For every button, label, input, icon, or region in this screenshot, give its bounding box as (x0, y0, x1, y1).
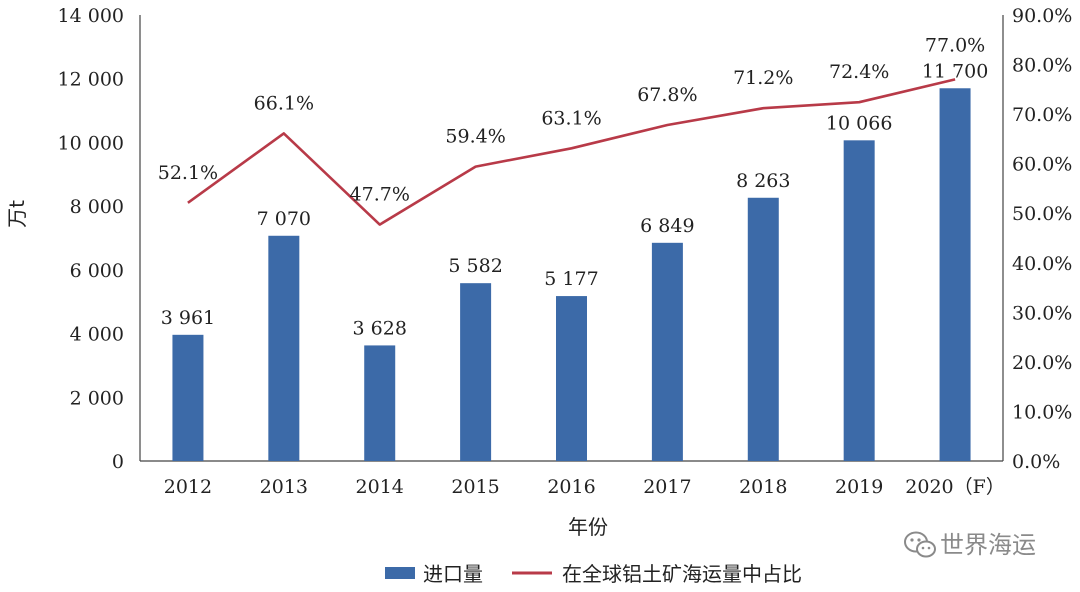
watermark-text: 世界海运 (940, 531, 1036, 559)
y-tick-label: 6 000 (70, 260, 124, 282)
right-axis-ticks: 0.0% 10.0% 20.0% 30.0% 40.0% 50.0% 60.0% 70.0% 8… (1012, 5, 1072, 473)
y-tick-label: 14 000 (58, 5, 124, 27)
legend-bar-swatch (385, 567, 415, 579)
legend: 进口量 在全球铝土矿海运量中占比 (385, 562, 802, 586)
bar-series (172, 88, 971, 462)
left-axis-ticks: 0 2 000 4 000 6 000 8 000 10 000 12 000 14 000 (58, 5, 124, 473)
bar-data-label: 5 177 (544, 268, 598, 290)
bar-data-label: 6 849 (640, 215, 694, 237)
y-tick-label: 12 000 (58, 69, 124, 91)
bar-data-label: 7 070 (257, 208, 311, 230)
x-tick-label: 2012 (164, 476, 212, 498)
bar-data-labels: 3 961 7 070 3 628 5 582 5 177 6 849 8 263 10 06… (161, 60, 989, 339)
bar (651, 242, 683, 461)
line-data-label: 63.1% (541, 107, 601, 129)
line-data-label: 77.0% (925, 34, 985, 56)
x-axis-title: 年份 (568, 515, 608, 539)
y2-tick-label: 70.0% (1012, 104, 1072, 126)
y-tick-label: 0 (112, 451, 124, 473)
line-data-labels: 52.1% 66.1% 47.7% 59.4% 63.1% 67.8% 71.2% 72.4%… (158, 34, 985, 205)
bar (843, 140, 875, 462)
x-axis-ticks: 2012 2013 2014 2015 2016 2017 2018 2019 2020（F） (164, 476, 1005, 498)
x-tick-label: 2014 (356, 476, 404, 498)
bar (460, 283, 492, 461)
y2-tick-label: 20.0% (1012, 352, 1072, 374)
x-tick-label: 2017 (643, 476, 691, 498)
bar (939, 88, 971, 462)
bar (747, 197, 779, 461)
x-tick-label: 2018 (739, 476, 787, 498)
x-tick-label: 2013 (260, 476, 308, 498)
line-series (187, 78, 956, 226)
series-line (187, 78, 956, 226)
bar (268, 235, 300, 461)
y-tick-label: 4 000 (70, 324, 124, 346)
wechat-icon (904, 531, 936, 558)
bar-data-label: 3 628 (353, 317, 407, 339)
y2-tick-label: 0.0% (1012, 451, 1060, 473)
y2-tick-label: 60.0% (1012, 154, 1072, 176)
bar-data-label: 3 961 (161, 307, 215, 329)
y2-tick-label: 50.0% (1012, 203, 1072, 225)
bar-data-label: 8 263 (736, 170, 790, 192)
line-data-label: 71.2% (733, 67, 793, 89)
x-tick-label: 2019 (835, 476, 883, 498)
line-data-label: 47.7% (350, 184, 410, 206)
legend-line-label: 在全球铝土矿海运量中占比 (562, 562, 802, 586)
y-axis-title: 万t (5, 200, 29, 228)
y-tick-label: 2 000 (70, 387, 124, 409)
x-tick-label: 2020（F） (905, 476, 1005, 498)
y-tick-label: 10 000 (58, 132, 124, 154)
bar-data-label: 10 066 (826, 112, 892, 134)
y2-tick-label: 10.0% (1012, 401, 1072, 423)
line-data-label: 59.4% (445, 126, 505, 148)
legend-bar-label: 进口量 (423, 562, 483, 586)
y2-tick-label: 80.0% (1012, 55, 1072, 77)
line-data-label: 72.4% (829, 61, 889, 83)
line-data-label: 67.8% (637, 84, 697, 106)
y2-tick-label: 90.0% (1012, 5, 1072, 27)
line-data-label: 66.1% (254, 92, 314, 114)
y-tick-label: 8 000 (70, 196, 124, 218)
bar-data-label: 11 700 (922, 60, 988, 82)
bar (364, 345, 396, 461)
line-data-label: 52.1% (158, 162, 218, 184)
x-tick-label: 2016 (547, 476, 595, 498)
bar (172, 334, 204, 461)
watermark: 世界海运 (904, 531, 1036, 559)
bar-data-label: 5 582 (448, 255, 502, 277)
bar (556, 296, 587, 461)
x-tick-label: 2015 (451, 476, 499, 498)
y2-tick-label: 30.0% (1012, 302, 1072, 324)
y2-tick-label: 40.0% (1012, 253, 1072, 275)
